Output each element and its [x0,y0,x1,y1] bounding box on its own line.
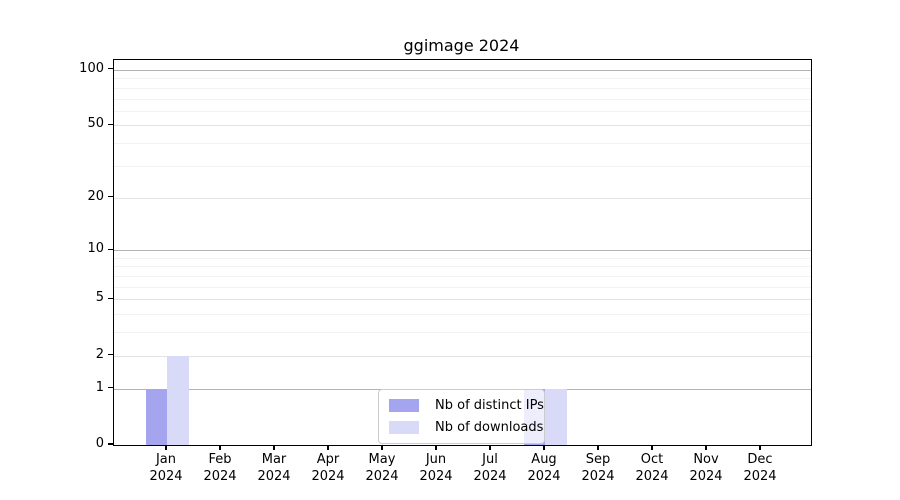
gridline-10 [114,250,811,252]
gridline-minor [114,87,811,89]
y-tick-label-100: 100 [79,60,104,76]
x-tick-label-sep: Sep 2024 [581,452,615,484]
gridline-minor [114,110,811,112]
gridline-minor [114,276,811,277]
y-tick-label-5: 5 [95,290,104,306]
gridline-minor [114,286,811,288]
x-tick-label-nov: Nov 2024 [689,452,723,484]
gridline-minor [114,314,811,316]
gridline-minor [114,98,811,100]
gridline-minor [114,78,811,80]
x-tick-label-dec: Dec 2024 [743,452,777,484]
legend-item-downloads: Nb of downloads [389,418,543,437]
x-tick-label-jun: Jun 2024 [419,452,453,484]
x-tick-label-oct: Oct 2024 [635,452,669,484]
bar-downloads-jan [167,355,189,445]
gridline-20 [114,197,811,199]
legend-swatch-downloads [389,421,419,434]
gridline-100 [114,69,811,71]
gridline-5 [114,299,811,301]
legend-label-downloads: Nb of downloads [435,419,544,435]
y-tick-label-2: 2 [95,346,104,362]
x-tick-label-feb: Feb 2024 [203,452,237,484]
legend-item-distinct-ips: Nb of distinct IPs [389,396,544,415]
x-tick-label-jan: Jan 2024 [149,452,183,484]
x-tick-label-may: May 2024 [365,452,399,484]
bar-downloads-aug [545,388,567,445]
x-tick-label-mar: Mar 2024 [257,452,291,484]
plot-area [113,59,812,446]
legend-swatch-distinct-ips [389,399,419,412]
bars-layer [114,60,811,445]
legend: Nb of distinct IPs Nb of downloads [378,389,545,444]
gridline-50 [114,125,811,127]
gridline-minor [114,332,811,334]
gridline-minor [114,165,811,167]
y-tick-label-0: 0 [95,436,104,451]
y-tick-label-50: 50 [87,116,104,132]
y-tick-label-1: 1 [95,379,104,395]
gridline-minor [114,257,811,259]
gridline-minor [114,143,811,145]
y-tick-label-10: 10 [87,241,104,257]
bar-distinct-ips-jan [145,388,167,445]
gridline-minor [114,266,811,268]
legend-label-distinct-ips: Nb of distinct IPs [435,397,544,413]
y-tick-label-20: 20 [87,188,104,204]
x-tick-label-jul: Jul 2024 [473,452,507,484]
x-tick-label-apr: Apr 2024 [311,452,345,484]
chart-title: ggimage 2024 [403,36,520,55]
x-tick-label-aug: Aug 2024 [527,452,561,484]
gridline-2 [114,355,811,357]
